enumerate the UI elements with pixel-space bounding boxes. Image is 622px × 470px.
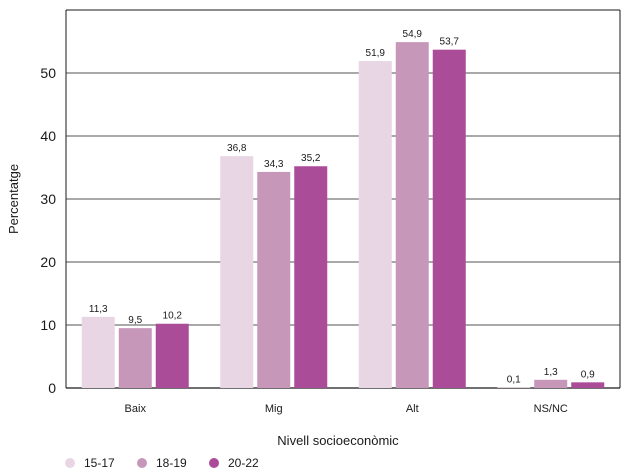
data-label: 53,7	[440, 37, 460, 48]
legend-swatch	[65, 458, 75, 468]
y-tick-label: 20	[40, 254, 56, 270]
data-label: 10,2	[163, 311, 183, 322]
bar-15-17-NS/NC	[497, 387, 531, 388]
y-tick-label: 50	[40, 65, 56, 81]
data-label: 54,9	[403, 29, 423, 40]
bar-20-22-NS/NC	[571, 382, 605, 388]
bar-20-22-Alt	[432, 49, 466, 388]
bar-15-17-Baix	[81, 316, 115, 388]
bar-20-22-Baix	[155, 323, 189, 388]
data-label: 1,3	[544, 367, 558, 378]
y-tick-label: 10	[40, 317, 56, 333]
legend-label: 15-17	[84, 456, 115, 470]
y-tick-label: 40	[40, 128, 56, 144]
legend-label: 18-19	[156, 456, 187, 470]
x-axis-categories: Baix Mig Alt NS/NC	[125, 403, 568, 415]
legend: 15-17 18-19 20-22	[65, 456, 259, 470]
data-label: 51,9	[366, 48, 386, 59]
bar-18-19-NS/NC	[534, 379, 568, 388]
bar-20-22-Mig	[294, 166, 328, 388]
data-label: 9,5	[128, 315, 142, 326]
data-label: 0,1	[507, 374, 521, 385]
x-tick-label: NS/NC	[534, 403, 568, 415]
legend-swatch	[209, 458, 219, 468]
y-tick-label: 0	[48, 380, 56, 396]
bar-18-19-Baix	[118, 328, 152, 388]
bar-15-17-Mig	[220, 156, 254, 388]
bar-18-19-Alt	[395, 42, 429, 388]
bars: 11,3 9,5 10,2 36,8 34,3 35,2 51,9 54,9 53,7 0,1 1,…	[81, 29, 605, 388]
data-label: 0,9	[581, 369, 595, 380]
y-axis-title: Percentatge	[6, 164, 21, 234]
y-axis-ticks: 0 10 20 30 40 50	[40, 65, 56, 396]
bar-15-17-Alt	[358, 61, 392, 388]
bar-18-19-Mig	[257, 171, 291, 388]
legend-label: 20-22	[228, 456, 259, 470]
data-label: 11,3	[89, 304, 108, 315]
x-tick-label: Baix	[125, 403, 147, 415]
legend-swatch	[137, 458, 147, 468]
data-label: 34,3	[264, 159, 284, 170]
x-tick-label: Mig	[265, 403, 283, 415]
x-axis-title: Nivell socioeconòmic	[277, 433, 399, 448]
x-tick-label: Alt	[406, 403, 419, 415]
data-label: 36,8	[227, 143, 247, 154]
data-label: 35,2	[301, 153, 321, 164]
y-tick-label: 30	[40, 191, 56, 207]
